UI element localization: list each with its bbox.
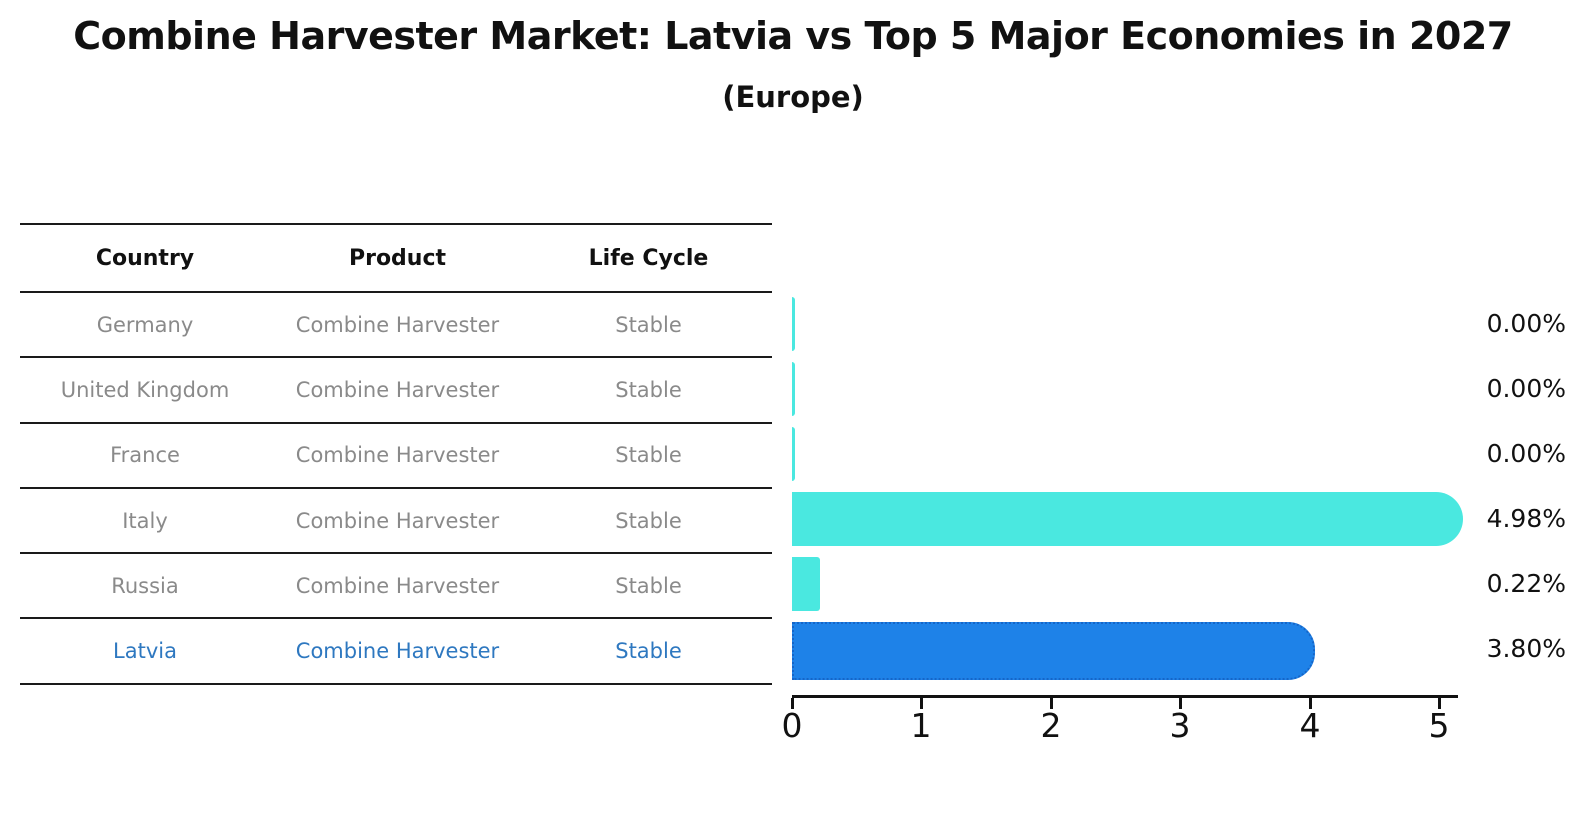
x-axis-tick-label: 0 (781, 706, 803, 745)
value-label-russia: 0.22% (1486, 569, 1566, 598)
x-axis-tick-label: 3 (1169, 706, 1191, 745)
chart-title: Combine Harvester Market: Latvia vs Top … (73, 14, 1513, 58)
x-axis-tick (1438, 698, 1441, 709)
table-row: France Combine Harvester Stable (20, 424, 772, 489)
x-axis-tick-label: 5 (1428, 706, 1450, 745)
x-axis-tick (1309, 698, 1312, 709)
cell-life-cycle: Stable (615, 312, 682, 337)
x-axis-tick (1050, 698, 1053, 709)
value-label-germany: 0.00% (1486, 309, 1566, 338)
cell-country: Russia (111, 573, 179, 598)
header-product: Product (348, 245, 447, 271)
header-life-cycle: Life Cycle (588, 245, 709, 271)
country-table: Country Product Life Cycle Germany Combi… (20, 223, 772, 685)
table-row: Russia Combine Harvester Stable (20, 554, 772, 620)
cell-life-cycle: Stable (615, 508, 682, 533)
header-country: Country (95, 245, 195, 271)
cell-country: Latvia (113, 639, 177, 664)
bar-russia (792, 557, 821, 611)
cell-product: Combine Harvester (295, 443, 500, 468)
x-axis-tick (920, 698, 923, 709)
value-label-latvia: 3.80% (1486, 634, 1566, 663)
x-axis-tick (791, 698, 794, 709)
cell-country: United Kingdom (60, 377, 230, 402)
x-axis-tick-label: 1 (910, 706, 932, 745)
table-row: United Kingdom Combine Harvester Stable (20, 358, 772, 424)
cell-life-cycle: Stable (615, 443, 682, 468)
cell-country: Germany (96, 312, 194, 337)
x-axis-line (792, 695, 1458, 698)
cell-country: France (110, 443, 180, 468)
value-label-united-kingdom: 0.00% (1486, 374, 1566, 403)
cell-product: Combine Harvester (295, 573, 500, 598)
table-row-latvia: Latvia Combine Harvester Stable (20, 619, 772, 685)
table-row: Germany Combine Harvester Stable (20, 293, 772, 359)
bar-germany (792, 297, 795, 351)
value-label-italy: 4.98% (1486, 504, 1566, 533)
bar-france (792, 427, 795, 481)
cell-country: Italy (122, 508, 168, 533)
cell-life-cycle: Stable (615, 639, 682, 664)
table-header-row: Country Product Life Cycle (20, 225, 772, 293)
table-row: Italy Combine Harvester Stable (20, 489, 772, 555)
chart-subtitle: (Europe) (722, 80, 864, 114)
cell-product: Combine Harvester (295, 508, 500, 533)
cell-life-cycle: Stable (615, 377, 682, 402)
cell-product: Combine Harvester (295, 312, 500, 337)
cell-life-cycle: Stable (615, 573, 682, 598)
x-axis-tick-label: 4 (1299, 706, 1321, 745)
cell-product: Combine Harvester (295, 639, 500, 664)
x-axis-tick-label: 2 (1040, 706, 1062, 745)
value-label-france: 0.00% (1486, 439, 1566, 468)
bar-latvia (792, 622, 1315, 680)
bar-united-kingdom (792, 362, 795, 416)
x-axis-tick (1179, 698, 1182, 709)
bar-italy (792, 492, 1464, 546)
cell-product: Combine Harvester (295, 377, 500, 402)
